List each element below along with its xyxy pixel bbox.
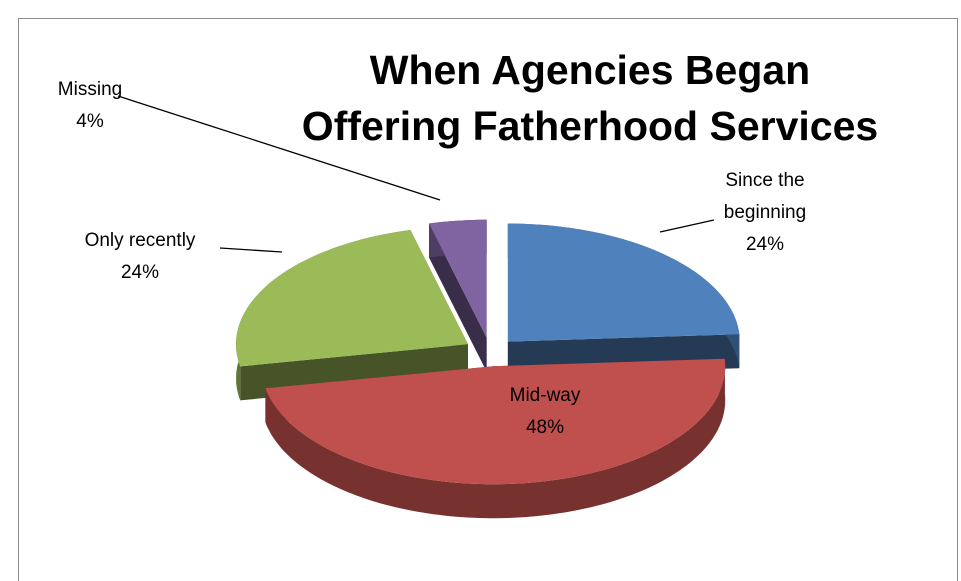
slice-label: Only recently bbox=[84, 230, 196, 251]
leader-line bbox=[659, 219, 715, 233]
slice-side bbox=[429, 223, 487, 372]
value-label: 24% bbox=[120, 262, 160, 283]
slice bbox=[236, 230, 468, 367]
slice bbox=[265, 358, 726, 485]
slice bbox=[429, 219, 487, 338]
leader-line bbox=[219, 247, 283, 253]
slice-wall bbox=[265, 358, 726, 519]
slice-label: Since the beginning bbox=[723, 170, 807, 223]
chart-frame bbox=[18, 18, 958, 581]
leader-line bbox=[117, 95, 441, 201]
value-label: 48% bbox=[525, 417, 565, 438]
value-label: 24% bbox=[745, 234, 785, 255]
slice-label: Mid-way bbox=[509, 385, 581, 406]
chart-title: When Agencies Began Offering Fatherhood … bbox=[301, 47, 879, 149]
value-label: 4% bbox=[76, 111, 104, 132]
slice-label: Missing bbox=[57, 79, 123, 100]
slice bbox=[507, 223, 740, 342]
